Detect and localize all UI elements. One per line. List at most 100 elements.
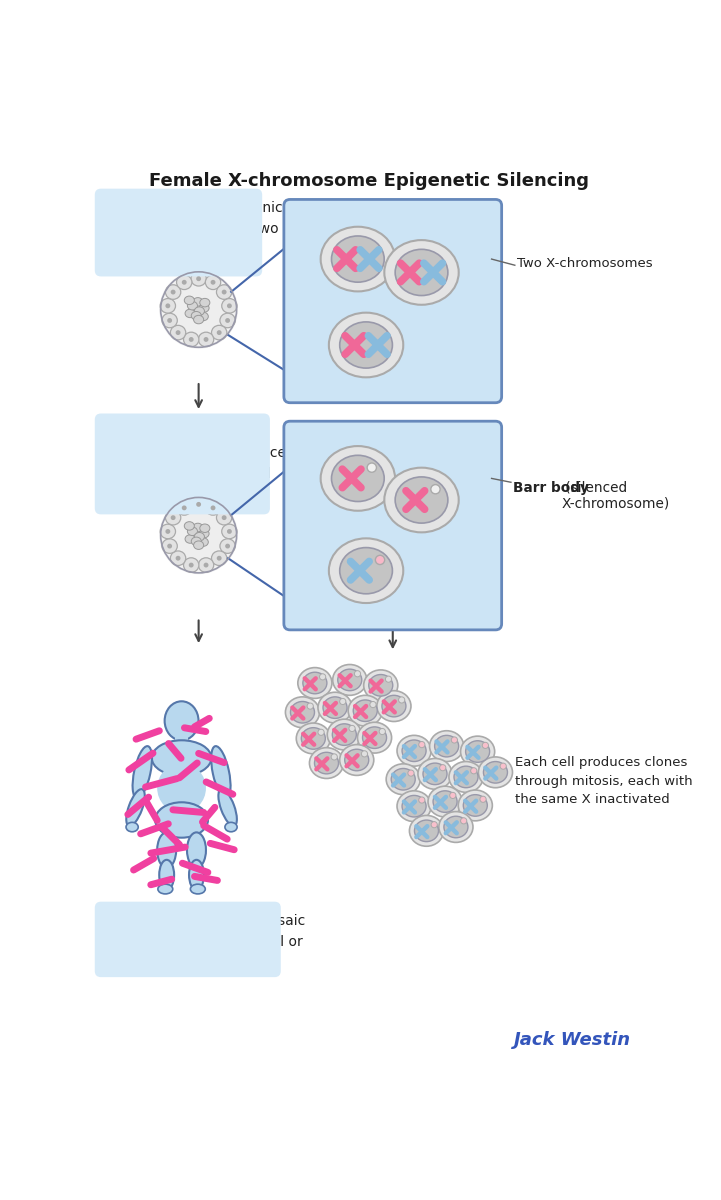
Ellipse shape: [218, 790, 237, 826]
Circle shape: [221, 289, 226, 294]
Ellipse shape: [363, 727, 386, 749]
Circle shape: [482, 743, 488, 749]
Circle shape: [340, 698, 346, 704]
Ellipse shape: [309, 748, 343, 779]
Circle shape: [189, 563, 194, 568]
Ellipse shape: [205, 275, 221, 289]
Circle shape: [165, 304, 170, 308]
Circle shape: [196, 502, 201, 506]
Ellipse shape: [216, 510, 232, 524]
Ellipse shape: [314, 752, 339, 774]
Ellipse shape: [184, 558, 199, 572]
Ellipse shape: [382, 695, 406, 716]
Circle shape: [211, 505, 216, 510]
Circle shape: [189, 337, 194, 342]
Circle shape: [386, 676, 392, 683]
Ellipse shape: [291, 702, 314, 724]
Ellipse shape: [298, 667, 332, 698]
Circle shape: [370, 702, 376, 708]
Circle shape: [176, 330, 180, 335]
Ellipse shape: [191, 271, 206, 286]
Ellipse shape: [220, 313, 235, 328]
Ellipse shape: [301, 727, 325, 749]
Ellipse shape: [430, 731, 464, 762]
Text: (silenced
X-chromosome): (silenced X-chromosome): [562, 481, 670, 511]
Ellipse shape: [464, 794, 487, 816]
Ellipse shape: [165, 284, 181, 299]
Circle shape: [431, 485, 440, 494]
Circle shape: [431, 822, 438, 828]
Ellipse shape: [133, 746, 152, 798]
Circle shape: [217, 556, 221, 560]
Ellipse shape: [395, 250, 448, 295]
Ellipse shape: [177, 275, 192, 289]
Ellipse shape: [415, 820, 438, 841]
Ellipse shape: [211, 551, 227, 565]
Ellipse shape: [193, 523, 203, 532]
Ellipse shape: [363, 670, 398, 701]
Ellipse shape: [321, 446, 395, 511]
Text: Jack Westin: Jack Westin: [514, 1031, 631, 1049]
Circle shape: [319, 673, 326, 680]
Ellipse shape: [185, 522, 195, 530]
Text: Early on, one
X-chromosome in each cell
is randomly inactivated
through RNA sile: Early on, one X-chromosome in each cell …: [107, 426, 294, 502]
Circle shape: [167, 544, 172, 548]
Circle shape: [379, 728, 386, 734]
Ellipse shape: [340, 322, 392, 368]
Ellipse shape: [193, 298, 203, 306]
Circle shape: [408, 770, 414, 776]
Ellipse shape: [329, 539, 403, 604]
Ellipse shape: [479, 757, 513, 787]
Ellipse shape: [173, 510, 224, 560]
Ellipse shape: [332, 665, 367, 695]
Ellipse shape: [321, 227, 395, 292]
Ellipse shape: [220, 539, 235, 553]
Ellipse shape: [410, 816, 443, 846]
Bar: [175, 732, 187, 744]
Ellipse shape: [187, 301, 198, 310]
Ellipse shape: [423, 763, 447, 785]
Ellipse shape: [211, 325, 227, 340]
Ellipse shape: [459, 790, 492, 821]
Ellipse shape: [184, 332, 199, 347]
Ellipse shape: [368, 674, 393, 696]
Circle shape: [171, 289, 175, 294]
Circle shape: [227, 304, 232, 308]
Ellipse shape: [377, 691, 411, 721]
Ellipse shape: [185, 310, 195, 318]
Circle shape: [318, 730, 324, 736]
Circle shape: [440, 764, 446, 770]
Ellipse shape: [211, 746, 231, 798]
Ellipse shape: [216, 284, 232, 299]
Circle shape: [196, 276, 201, 281]
Ellipse shape: [348, 695, 382, 726]
Ellipse shape: [433, 791, 457, 812]
Ellipse shape: [187, 833, 206, 868]
Ellipse shape: [397, 791, 431, 822]
Ellipse shape: [358, 722, 392, 754]
Ellipse shape: [187, 527, 198, 535]
Circle shape: [217, 330, 221, 335]
Ellipse shape: [155, 803, 208, 838]
Ellipse shape: [222, 524, 237, 539]
Ellipse shape: [198, 558, 213, 572]
Text: Barr body: Barr body: [513, 481, 589, 494]
Ellipse shape: [190, 884, 205, 894]
Ellipse shape: [193, 316, 203, 324]
Ellipse shape: [329, 313, 403, 377]
Ellipse shape: [152, 740, 211, 775]
Circle shape: [376, 556, 385, 564]
Circle shape: [480, 796, 486, 803]
Ellipse shape: [318, 692, 352, 724]
Ellipse shape: [193, 541, 203, 550]
FancyBboxPatch shape: [284, 199, 502, 403]
Circle shape: [451, 737, 458, 743]
Ellipse shape: [303, 672, 327, 694]
Ellipse shape: [435, 736, 459, 757]
Ellipse shape: [162, 539, 177, 553]
Ellipse shape: [195, 307, 205, 316]
Ellipse shape: [170, 551, 186, 565]
Ellipse shape: [159, 496, 238, 575]
Text: Two X-chromosomes: Two X-chromosomes: [517, 257, 653, 270]
Ellipse shape: [353, 700, 377, 721]
